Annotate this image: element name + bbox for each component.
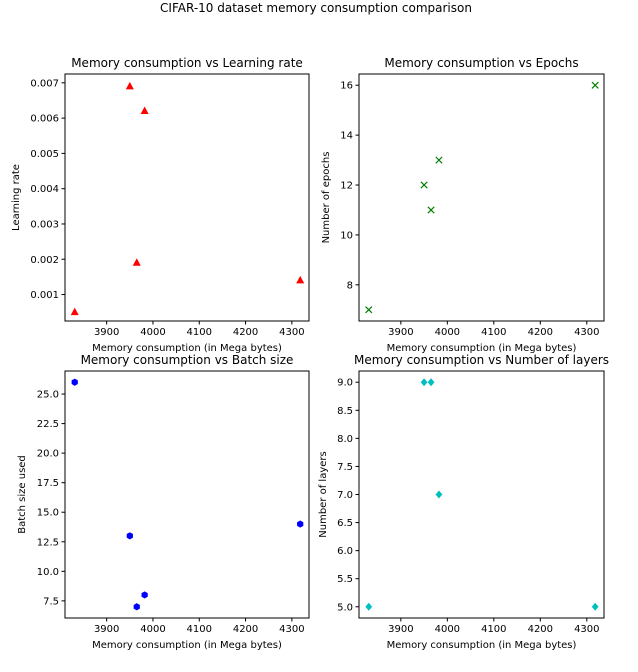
figure-suptitle: CIFAR-10 dataset memory consumption comp…	[160, 1, 472, 15]
y-tick-label: 8.5	[337, 406, 353, 417]
subplot-epochs: Memory consumption vs Epochs 3900 4000 4100…	[321, 56, 605, 354]
x-tick-label: 3900	[94, 624, 119, 635]
data-point	[141, 591, 148, 599]
subplot-title-batch-size: Memory consumption vs Batch size	[81, 353, 294, 367]
x-tick-label: 4200	[528, 624, 553, 635]
x-tick-label: 4100	[481, 327, 506, 338]
subplots: Memory consumption vs Learning rate 3900 4…	[11, 56, 609, 651]
data-point	[591, 81, 599, 89]
y-axis-label: Batch size used	[17, 455, 28, 534]
y-tick-label: 10.0	[37, 567, 59, 578]
x-tick-label: 4000	[435, 624, 460, 635]
x-tick-label: 4300	[279, 624, 304, 635]
y-tick-label: 0.002	[30, 255, 59, 266]
x-tick-label: 4300	[574, 327, 599, 338]
x-tick-label: 4200	[233, 327, 258, 338]
y-tick-label: 15.0	[37, 508, 59, 519]
x-axis-label: Memory consumption (in Mega bytes)	[92, 640, 282, 651]
x-tick-label: 3900	[388, 624, 413, 635]
x-axis-label: Memory consumption (in Mega bytes)	[387, 640, 577, 651]
x-tick-label: 3900	[388, 327, 413, 338]
data-point	[140, 106, 149, 115]
axes-frame	[358, 73, 605, 322]
y-tick-label: 12	[340, 181, 353, 192]
y-tick-label: 14	[340, 131, 353, 142]
y-tick-label: 16	[340, 81, 353, 92]
y-tick-label: 7.5	[337, 462, 353, 473]
y-tick-label: 12.5	[37, 537, 59, 548]
y-tick-label: 8	[347, 280, 353, 291]
x-tick-label: 4000	[140, 624, 165, 635]
y-tick-label: 10	[340, 230, 353, 241]
axes-frame	[358, 370, 605, 619]
y-tick-label: 0.001	[30, 290, 59, 301]
y-axis-label: Number of layers	[318, 451, 329, 537]
series-points	[365, 81, 599, 314]
x-tick-label: 4200	[233, 624, 258, 635]
axes-frame	[64, 370, 310, 619]
data-point	[365, 306, 373, 314]
y-tick-label: 0.007	[30, 78, 59, 89]
data-point	[71, 378, 78, 386]
data-point	[591, 602, 599, 611]
y-tick-label: 5.0	[337, 602, 353, 613]
x-tick-label: 4300	[279, 327, 304, 338]
y-tick-label: 20.0	[37, 449, 59, 460]
subplot-learning-rate: Memory consumption vs Learning rate 3900 4…	[11, 56, 310, 354]
subplot-title-learning-rate: Memory consumption vs Learning rate	[71, 56, 303, 70]
x-tick-label: 4100	[187, 327, 212, 338]
data-point	[427, 206, 435, 214]
y-tick-label: 0.004	[30, 184, 59, 195]
x-tick-label: 4300	[574, 624, 599, 635]
data-point	[435, 156, 443, 164]
axes-frame	[64, 73, 310, 322]
data-point	[132, 258, 141, 266]
x-tick-label: 4100	[481, 624, 506, 635]
data-point	[70, 307, 79, 316]
y-tick-label: 9.0	[337, 378, 353, 389]
data-point	[427, 378, 435, 387]
x-tick-label: 4000	[435, 327, 460, 338]
y-tick-label: 0.006	[30, 114, 59, 125]
y-tick-label: 0.003	[30, 219, 59, 230]
x-tick-label: 4000	[140, 327, 165, 338]
data-point	[365, 602, 373, 611]
y-tick-label: 17.5	[37, 478, 59, 489]
series-points	[71, 378, 304, 611]
subplot-title-epochs: Memory consumption vs Epochs	[384, 56, 578, 70]
y-tick-label: 0.005	[30, 149, 59, 160]
y-axis-label: Learning rate	[11, 164, 22, 231]
data-point	[126, 532, 133, 540]
data-point	[435, 490, 443, 499]
y-tick-label: 22.5	[37, 419, 59, 430]
y-tick-label: 6.5	[337, 518, 353, 529]
y-tick-label: 8.0	[337, 434, 353, 445]
series-points	[365, 378, 599, 611]
data-point	[125, 81, 134, 90]
data-point	[297, 520, 304, 528]
y-tick-label: 7.5	[43, 596, 59, 607]
data-point	[420, 181, 428, 189]
y-tick-label: 5.5	[337, 574, 353, 585]
data-point	[133, 603, 140, 611]
data-point	[296, 275, 305, 284]
subplot-title-layers: Memory consumption vs Number of layers	[354, 353, 609, 367]
y-tick-label: 7.0	[337, 490, 353, 501]
x-axis-label: Memory consumption (in Mega bytes)	[92, 343, 282, 354]
subplot-layers: Memory consumption vs Number of layers 39…	[318, 353, 609, 651]
y-axis-label: Number of epochs	[321, 152, 332, 244]
y-tick-label: 6.0	[337, 546, 353, 557]
series-points	[70, 81, 305, 316]
y-tick-label: 25.0	[37, 390, 59, 401]
x-tick-label: 4200	[528, 327, 553, 338]
subplot-batch-size: Memory consumption vs Batch size 3900 4000…	[17, 353, 310, 651]
data-point	[420, 378, 428, 387]
x-tick-label: 4100	[187, 624, 212, 635]
x-axis-label: Memory consumption (in Mega bytes)	[387, 343, 577, 354]
x-tick-label: 3900	[94, 327, 119, 338]
